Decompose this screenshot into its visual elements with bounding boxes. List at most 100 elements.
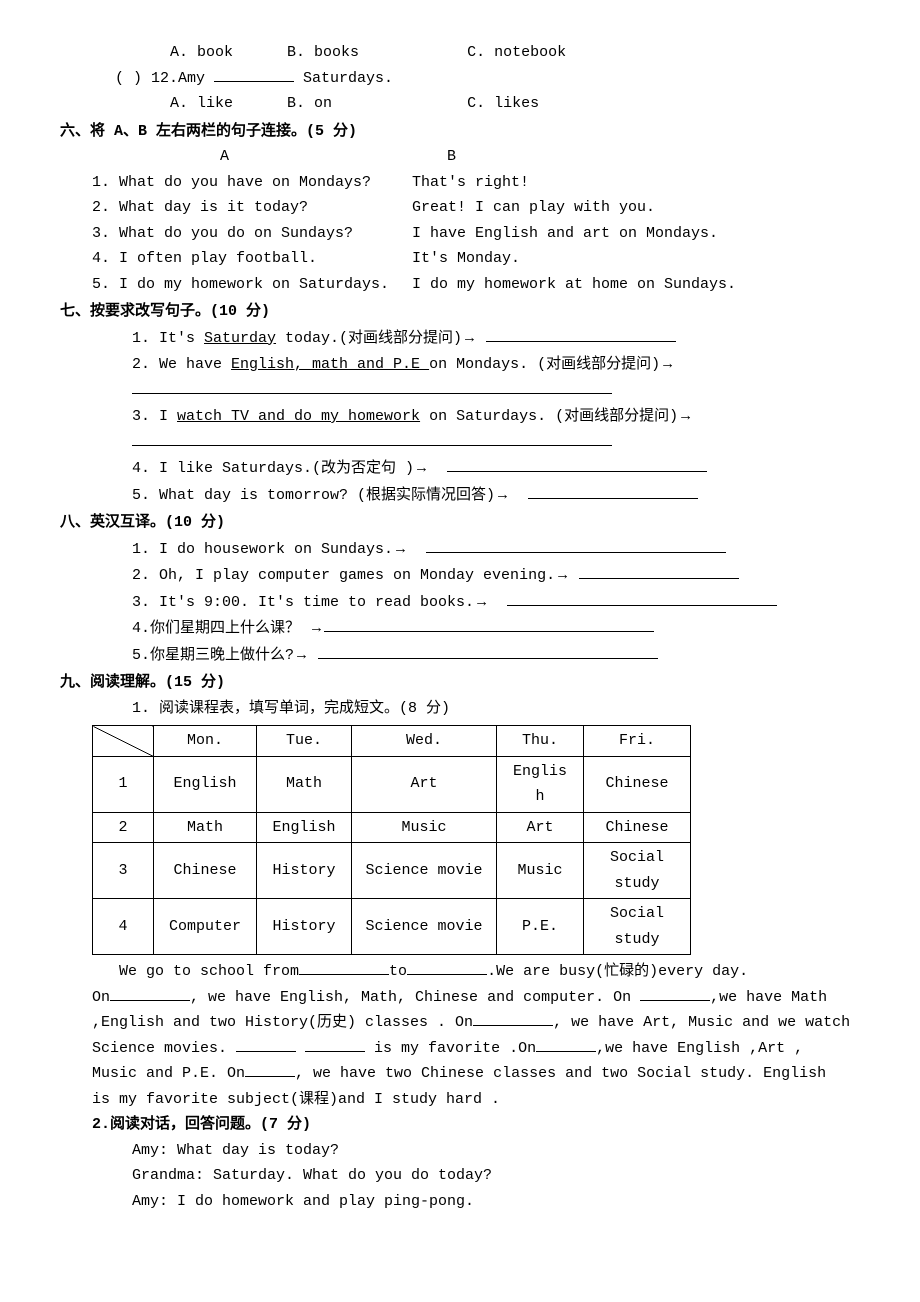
passage: We go to school fromto.We are busy(忙碌的)e…: [60, 959, 860, 1112]
sec8-4-blank[interactable]: [324, 616, 654, 632]
sec6-header: A B: [60, 144, 860, 170]
sec9b-title: 2.阅读对话，回答问题。(7 分): [60, 1112, 860, 1138]
arrow-icon: →: [678, 407, 693, 424]
sec8-1: 1. I do housework on Sundays.→: [60, 536, 860, 563]
table-header: Fri.: [584, 726, 691, 757]
sec8-5-blank[interactable]: [318, 643, 658, 659]
schedule-table: Mon.Tue.Wed.Thu.Fri. 1EnglishMathArtEngl…: [92, 725, 691, 955]
table-cell: Art: [352, 756, 497, 812]
sec7-2: 2. We have English, math and P.E on Mond…: [60, 351, 860, 378]
match-right: I have English and art on Mondays.: [412, 221, 718, 247]
table-cell: English: [257, 812, 352, 843]
match-right: It's Monday.: [412, 246, 520, 272]
table-cell: English: [497, 756, 584, 812]
q12-stem: ( ) 12.Amy Saturdays.: [60, 66, 860, 92]
table-cell: Math: [257, 756, 352, 812]
q12-options: A. like B. on C. likes: [60, 91, 860, 117]
arrow-icon: →: [414, 459, 429, 476]
table-row: 1EnglishMathArtEnglishChinese: [93, 756, 691, 812]
arrow-icon: →: [555, 566, 570, 583]
arrow-icon: →: [495, 486, 510, 503]
sec7-3: 3. I watch TV and do my homework on Satu…: [60, 403, 860, 430]
table-row: 2MathEnglishMusicArtChinese: [93, 812, 691, 843]
sec7-1: 1. It's Saturday today.(对画线部分提问)→: [60, 325, 860, 352]
table-cell: Chinese: [584, 812, 691, 843]
table-row: 3ChineseHistoryScience movieMusicSocials…: [93, 843, 691, 899]
arrow-icon: →: [474, 593, 489, 610]
table-cell: Computer: [154, 899, 257, 955]
q11-options: A. book B. books C. notebook: [60, 40, 860, 66]
sec9-title: 九、阅读理解。(15 分): [60, 670, 860, 696]
table-cell: Music: [497, 843, 584, 899]
table-cell: Science movie: [352, 843, 497, 899]
table-cell: 1: [93, 756, 154, 812]
table-cell: 2: [93, 812, 154, 843]
sec8-2-blank[interactable]: [579, 563, 739, 579]
sec8-4: 4.你们星期四上什么课？ →: [60, 615, 860, 642]
sec8-3-blank[interactable]: [507, 590, 777, 606]
dialog-1: Amy: What day is today?: [60, 1138, 860, 1164]
table-cell: Music: [352, 812, 497, 843]
table-header: Wed.: [352, 726, 497, 757]
q12-b: B. on: [287, 95, 332, 112]
sec7-5: 5. What day is tomorrow? (根据实际情况回答)→: [60, 482, 860, 509]
sec7-3-blank[interactable]: [132, 430, 612, 446]
match-row: 1. What do you have on Mondays?That's ri…: [60, 170, 860, 196]
sec9-sub1: 1. 阅读课程表，填写单词，完成短文。(8 分): [60, 696, 860, 722]
dialog-2: Grandma: Saturday. What do you do today?: [60, 1163, 860, 1189]
sec8-3: 3. It's 9:00. It's time to read books.→: [60, 589, 860, 616]
table-cell: Art: [497, 812, 584, 843]
table-header: [93, 726, 154, 757]
match-left: 2. What day is it today?: [60, 195, 412, 221]
arrow-icon: →: [309, 619, 324, 636]
sec7-4-blank[interactable]: [447, 456, 707, 472]
table-cell: English: [154, 756, 257, 812]
table-header: Mon.: [154, 726, 257, 757]
table-cell: Math: [154, 812, 257, 843]
sec8-2: 2. Oh, I play computer games on Monday e…: [60, 562, 860, 589]
sec8-title: 八、英汉互译。(10 分): [60, 510, 860, 536]
sec7-2-blank[interactable]: [132, 378, 612, 394]
arrow-icon: →: [660, 355, 675, 372]
table-cell: Chinese: [584, 756, 691, 812]
table-cell: 4: [93, 899, 154, 955]
q12-blank[interactable]: [214, 66, 294, 82]
sec7-title: 七、按要求改写句子。(10 分): [60, 299, 860, 325]
arrow-icon: →: [393, 540, 408, 557]
match-left: 3. What do you do on Sundays?: [60, 221, 412, 247]
table-cell: History: [257, 899, 352, 955]
table-row: 4ComputerHistoryScience movieP.E.Socials…: [93, 899, 691, 955]
sec7-4: 4. I like Saturdays.(改为否定句 )→: [60, 455, 860, 482]
sec7-1-blank[interactable]: [486, 326, 676, 342]
match-left: 4. I often play football.: [60, 246, 412, 272]
table-cell: Science movie: [352, 899, 497, 955]
table-cell: Socialstudy: [584, 843, 691, 899]
table-cell: P.E.: [497, 899, 584, 955]
table-cell: Chinese: [154, 843, 257, 899]
table-cell: Socialstudy: [584, 899, 691, 955]
q11-b: B. books: [287, 44, 359, 61]
match-right: I do my homework at home on Sundays.: [412, 272, 736, 298]
q11-a: A. book: [170, 44, 233, 61]
match-row: 5. I do my homework on Saturdays.I do my…: [60, 272, 860, 298]
sec8-1-blank[interactable]: [426, 537, 726, 553]
q12-a: A. like: [170, 95, 233, 112]
table-cell: History: [257, 843, 352, 899]
arrow-icon: →: [462, 329, 477, 346]
table-header: Thu.: [497, 726, 584, 757]
table-header: Tue.: [257, 726, 352, 757]
match-row: 3. What do you do on Sundays?I have Engl…: [60, 221, 860, 247]
sec7-5-blank[interactable]: [528, 483, 698, 499]
match-row: 2. What day is it today?Great! I can pla…: [60, 195, 860, 221]
sec6-title: 六、将 A、B 左右两栏的句子连接。(5 分): [60, 119, 860, 145]
match-row: 4. I often play football.It's Monday.: [60, 246, 860, 272]
q12-c: C. likes: [467, 95, 539, 112]
match-left: 5. I do my homework on Saturdays.: [60, 272, 412, 298]
match-right: Great! I can play with you.: [412, 195, 655, 221]
dialog-3: Amy: I do homework and play ping-pong.: [60, 1189, 860, 1215]
q11-c: C. notebook: [467, 44, 566, 61]
arrow-icon: →: [294, 646, 309, 663]
sec8-5: 5.你星期三晚上做什么?→: [60, 642, 860, 669]
table-cell: 3: [93, 843, 154, 899]
match-right: That's right!: [412, 170, 529, 196]
